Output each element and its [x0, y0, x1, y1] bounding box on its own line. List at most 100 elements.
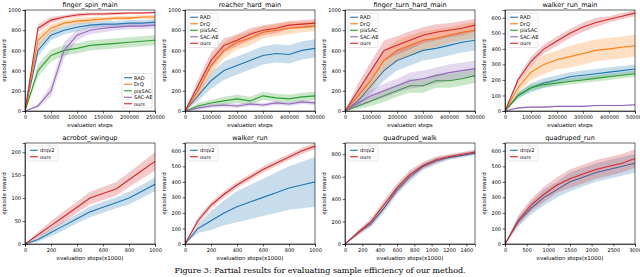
tick-mark — [343, 154, 346, 155]
tick-label: 300000 — [414, 114, 433, 120]
tick-mark — [343, 244, 346, 245]
tick-label: 0 — [498, 108, 501, 114]
tick-mark — [23, 152, 26, 153]
tick: 250000 — [146, 111, 165, 120]
tick-label: 500 — [491, 163, 501, 169]
x-axis: 0100000200000300000400000500000 — [504, 111, 640, 120]
series-line — [185, 96, 315, 111]
legend-label: ours — [360, 154, 371, 160]
tick-label: 200 — [491, 210, 501, 216]
chart-title: quadruped_run — [545, 134, 595, 142]
tick-label: 100000 — [68, 114, 87, 120]
tick-label: 200000 — [120, 114, 139, 120]
legend-swatch — [350, 43, 358, 44]
tick: 0 — [344, 244, 347, 253]
tick: 50 — [15, 218, 25, 224]
tick: 0 — [18, 241, 25, 247]
panel: 0100000200000300000400000500000010020030… — [481, 1, 640, 129]
error-band — [185, 92, 315, 111]
panel: 020040060080010000100200300400500600walk… — [161, 134, 322, 262]
tick-label: 1000 — [168, 7, 181, 13]
error-band — [185, 100, 315, 111]
tick: 2000 — [586, 244, 599, 253]
legend-swatch — [30, 150, 38, 151]
tick-label: 500 — [171, 163, 181, 169]
tick: 0 — [178, 241, 185, 247]
x-axis-title: evaluation steps — [387, 122, 433, 129]
tick: 100 — [491, 226, 505, 232]
tick: 200 — [331, 219, 345, 225]
tick-mark — [183, 166, 186, 167]
legend-label: RAD — [200, 14, 211, 20]
tick: 0 — [498, 108, 505, 114]
error-band — [25, 177, 155, 244]
tick-label: 0 — [24, 114, 27, 120]
tick-label: 0 — [178, 241, 181, 247]
tick-label: 2500 — [607, 247, 620, 253]
tick-mark — [23, 30, 26, 31]
plot-area — [505, 10, 635, 111]
x-axis-title: evaluation steps(x1000) — [57, 255, 124, 262]
tick-mark — [183, 244, 186, 245]
tick-label: 400000 — [440, 114, 459, 120]
legend-swatch — [350, 150, 358, 151]
tick-label: 200 — [171, 88, 181, 94]
error-band — [505, 104, 635, 111]
tick: 500000 — [306, 111, 325, 120]
tick: 0 — [24, 244, 27, 253]
legend-swatch — [510, 30, 518, 31]
legend-swatch — [190, 17, 198, 18]
tick: 0 — [504, 244, 507, 253]
tick: 100 — [171, 226, 185, 232]
tick-label: 0 — [184, 114, 187, 120]
tick: 200 — [331, 88, 345, 94]
legend-box — [188, 146, 218, 161]
tick: 400 — [491, 179, 505, 185]
axis-line — [503, 11, 506, 112]
tick-mark — [343, 177, 346, 178]
error-band — [185, 19, 315, 111]
tick: 500 — [491, 163, 505, 169]
legend-label: DrQ — [200, 21, 210, 27]
legend-swatch — [30, 156, 38, 157]
tick: 200000 — [388, 111, 407, 120]
tick-mark — [183, 213, 186, 214]
tick-label: 200 — [207, 247, 217, 253]
legend-label: SAC-AE — [520, 34, 538, 40]
tick: 200000 — [228, 111, 247, 120]
tick: 500000 — [626, 111, 640, 120]
tick: 150000 — [94, 111, 113, 120]
plot-area — [345, 19, 475, 111]
series-line — [185, 146, 315, 244]
tick-mark — [183, 71, 186, 72]
tick-label: 800 — [11, 27, 21, 33]
tick: 2500 — [607, 244, 620, 253]
tick-label: 1000 — [328, 7, 341, 13]
plot-frame — [345, 10, 475, 111]
tick: 1000 — [328, 7, 345, 13]
legend-swatch — [350, 17, 358, 18]
y-axis: 02004006008001000 — [328, 7, 345, 114]
tick-label: 1000 — [426, 247, 439, 253]
tick-mark — [23, 221, 26, 222]
tick-mark — [503, 95, 506, 96]
chart-title: reacher_hard_main — [219, 1, 281, 9]
tick: 0 — [18, 108, 25, 114]
tick: 400000 — [600, 111, 619, 120]
error-band — [345, 19, 475, 111]
legend: RADDrQpixSACSAC-AEours — [348, 13, 378, 48]
tick: 0 — [178, 108, 185, 114]
legend-label: ours — [40, 154, 51, 160]
error-band — [25, 22, 155, 111]
tick-mark — [503, 182, 506, 183]
tick-label: 500000 — [626, 114, 640, 120]
tick-mark — [183, 182, 186, 183]
tick-label: 1000 — [309, 247, 322, 253]
tick-label: 400 — [491, 179, 501, 185]
legend-swatch — [510, 36, 518, 37]
tick-label: 400 — [171, 179, 181, 185]
tick: 800 — [125, 244, 135, 253]
tick-label: 200 — [47, 247, 57, 253]
panel: 0100000200000300000400000500000020040060… — [321, 1, 485, 129]
tick: 0 — [184, 244, 187, 253]
